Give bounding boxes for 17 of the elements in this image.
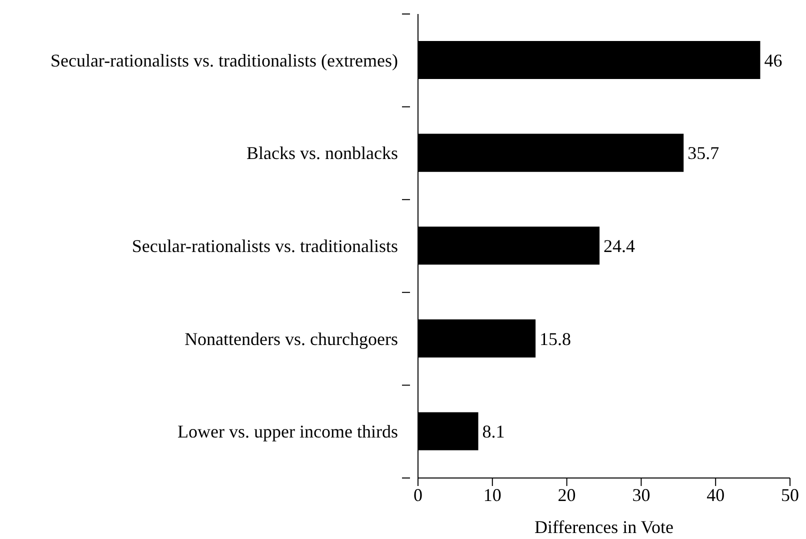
data-label: 8.1 xyxy=(482,422,505,442)
x-tick-label: 50 xyxy=(781,484,799,505)
x-tick-label: 40 xyxy=(706,484,725,505)
y-tick-label: Lower vs. upper income thirds xyxy=(178,422,398,442)
x-tick-label: 0 xyxy=(414,484,422,505)
y-tick-label: Blacks vs. nonblacks xyxy=(246,143,398,164)
y-tick-label: Secular-rationalists vs. traditionalists xyxy=(132,236,398,256)
data-label: 15.8 xyxy=(540,328,572,349)
data-label: 46 xyxy=(764,50,782,70)
data-label: 24.4 xyxy=(604,236,636,256)
x-axis-title: Differences in Vote xyxy=(534,517,674,537)
y-tick-label: Secular-rationalists vs. traditionalists (extremes) xyxy=(50,50,398,70)
x-tick-label: 20 xyxy=(558,484,576,505)
y-tick-label: Nonattenders vs. churchgoers xyxy=(184,328,398,349)
x-tick-label: 10 xyxy=(483,484,502,505)
x-tick-label: 30 xyxy=(632,484,650,505)
data-label: 35.7 xyxy=(688,143,720,164)
